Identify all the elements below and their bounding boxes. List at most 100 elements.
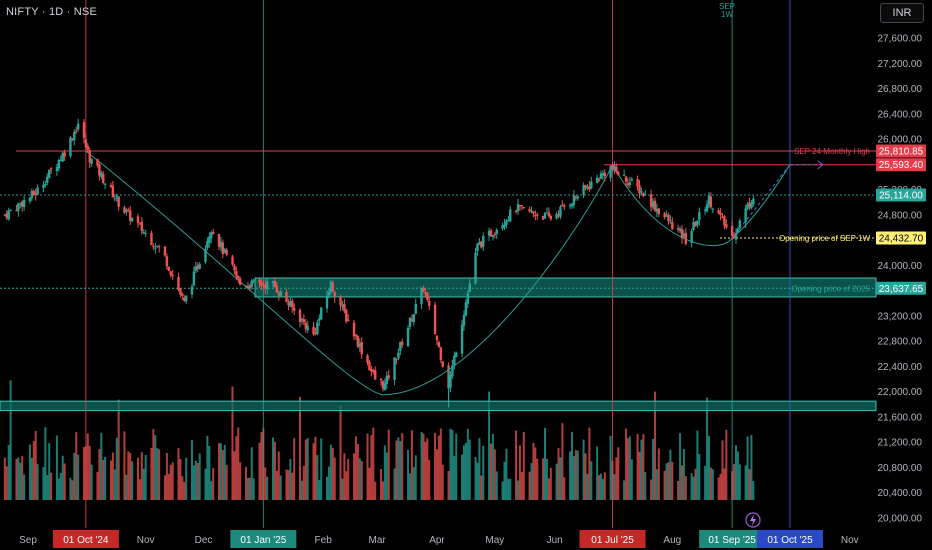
volume-bar xyxy=(196,463,199,500)
candle-body xyxy=(171,274,174,277)
volume-bar xyxy=(69,477,72,500)
candle-body xyxy=(100,172,103,177)
volume-bar xyxy=(625,428,628,500)
volume-bar xyxy=(5,466,8,500)
volume-bar xyxy=(316,455,319,500)
volume-bar xyxy=(96,471,99,500)
volume-bar xyxy=(15,458,18,500)
volume-bar xyxy=(250,447,253,500)
volume-bar xyxy=(582,439,585,500)
time-highlight-box xyxy=(699,530,766,548)
volume-bar xyxy=(217,443,220,500)
candle-body xyxy=(358,343,362,347)
volume-bar xyxy=(208,446,211,500)
volume-bar xyxy=(90,464,93,500)
y-tick-label: 23,200.00 xyxy=(878,311,923,322)
candle-body xyxy=(476,243,479,252)
candle-body xyxy=(167,266,171,271)
volume-bar xyxy=(474,456,477,500)
volume-bar xyxy=(439,428,442,500)
candle-body xyxy=(44,184,47,186)
candle-body xyxy=(217,234,221,247)
volume-bar xyxy=(100,432,103,500)
candle-body xyxy=(46,176,49,183)
candle-body xyxy=(667,214,670,222)
candle-body xyxy=(206,240,209,248)
candle-body xyxy=(273,281,277,288)
candle-body xyxy=(692,221,695,230)
volume-bar xyxy=(219,443,222,500)
volume-bar xyxy=(306,438,309,500)
candle-body xyxy=(464,302,468,316)
candle-body xyxy=(590,181,593,189)
volume-bar xyxy=(491,434,494,500)
candle-body xyxy=(657,208,661,215)
lightning-icon[interactable] xyxy=(745,512,761,528)
volume-bar xyxy=(123,431,126,500)
candle-body xyxy=(117,196,120,207)
candle-body xyxy=(289,301,292,307)
volume-bar xyxy=(260,432,263,500)
volume-bar xyxy=(192,465,195,500)
candle-body xyxy=(462,314,466,326)
volume-bar xyxy=(374,481,377,500)
candle-body xyxy=(156,245,159,247)
candle-body xyxy=(225,249,228,255)
candle-body xyxy=(678,228,682,231)
y-tick-label: 21,200.00 xyxy=(878,438,923,449)
volume-bar xyxy=(206,435,209,500)
volume-bar xyxy=(314,436,317,500)
candle-body xyxy=(611,164,614,170)
candle-body xyxy=(329,281,333,293)
y-tick-label: 20,400.00 xyxy=(878,488,923,499)
candle-body xyxy=(379,378,383,381)
volume-bar xyxy=(75,432,78,500)
candle-body xyxy=(169,271,172,276)
volume-bar xyxy=(258,442,261,500)
candle-body xyxy=(626,183,630,186)
candle-body xyxy=(90,159,93,164)
volume-bar xyxy=(571,432,574,500)
level-text-label: Opening price of SEP 1W xyxy=(779,234,870,243)
candle-body xyxy=(179,288,182,295)
candle-body xyxy=(339,296,342,306)
candle-body xyxy=(61,153,64,162)
level-price-box xyxy=(876,158,926,172)
volume-bar xyxy=(669,449,672,500)
candle-body xyxy=(487,230,491,236)
candle-body xyxy=(59,159,62,161)
volume-bar xyxy=(598,475,601,500)
volume-bar xyxy=(221,449,224,500)
candle-body xyxy=(624,176,628,182)
candle-body xyxy=(287,302,290,306)
volume-bar xyxy=(692,476,695,500)
candle-body xyxy=(48,169,51,178)
time-axis[interactable]: Sep 01 Oct '24 Nov Dec 01 Jan '25 Feb Mar Apr Ma… xyxy=(0,529,876,550)
candle-body xyxy=(17,203,20,212)
candle-body xyxy=(312,326,315,335)
candle-body xyxy=(302,319,306,323)
volume-bar xyxy=(721,440,724,500)
currency-button[interactable]: INR xyxy=(880,3,924,23)
price-axis[interactable]: 27,600.00 27,200.00 26,800.00 26,400.00 26,0… xyxy=(878,34,923,525)
volume-bar xyxy=(383,445,386,500)
volume-bar xyxy=(289,458,292,500)
volume-bar xyxy=(733,464,736,500)
candle-body xyxy=(433,304,437,335)
volume-bar xyxy=(596,446,599,500)
volume-bar xyxy=(478,438,481,500)
candle-body xyxy=(293,307,296,311)
candle-body xyxy=(752,198,755,205)
volume-bar xyxy=(50,472,53,500)
volume-bar xyxy=(642,434,645,500)
candle-body xyxy=(489,230,493,237)
y-tick-label: 20,000.00 xyxy=(878,514,923,525)
volume-bar xyxy=(462,445,465,500)
volume-bar xyxy=(609,435,612,500)
candle-body xyxy=(609,166,612,178)
candle-body xyxy=(690,231,693,244)
candle-body xyxy=(262,284,265,286)
volume-bar xyxy=(131,461,134,500)
candle-body xyxy=(184,295,188,302)
